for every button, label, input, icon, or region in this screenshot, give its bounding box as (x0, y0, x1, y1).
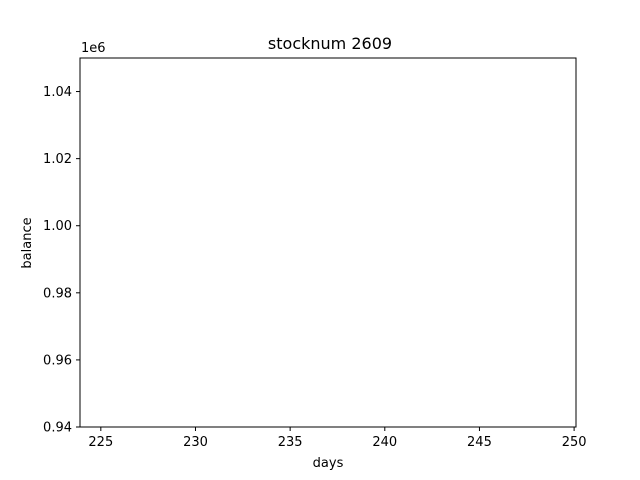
x-tick-label: 245 (467, 435, 492, 450)
plot-frame (79, 57, 577, 428)
chart-title: stocknum 2609 (268, 34, 392, 53)
x-tick-label: 240 (372, 435, 397, 450)
y-tick-label: 1.00 (43, 219, 72, 234)
x-tick-label: 235 (278, 435, 303, 450)
y-offset-label: 1e6 (81, 41, 106, 56)
x-tick-label: 225 (88, 435, 113, 450)
y-tick-label: 0.98 (43, 286, 72, 301)
y-tick-label: 0.94 (43, 421, 72, 436)
x-axis-label: days (313, 456, 344, 471)
y-axis-label: balance (20, 217, 35, 268)
x-tick-label: 230 (183, 435, 208, 450)
x-tick-label: 250 (562, 435, 587, 450)
y-tick-label: 1.04 (43, 85, 72, 100)
y-tick-label: 1.02 (43, 152, 72, 167)
y-axis: 0.94 0.96 0.98 1.00 1.02 1.04 (43, 85, 80, 436)
y-tick-label: 0.96 (43, 353, 72, 368)
x-axis: 225 230 235 240 245 250 (88, 427, 587, 450)
